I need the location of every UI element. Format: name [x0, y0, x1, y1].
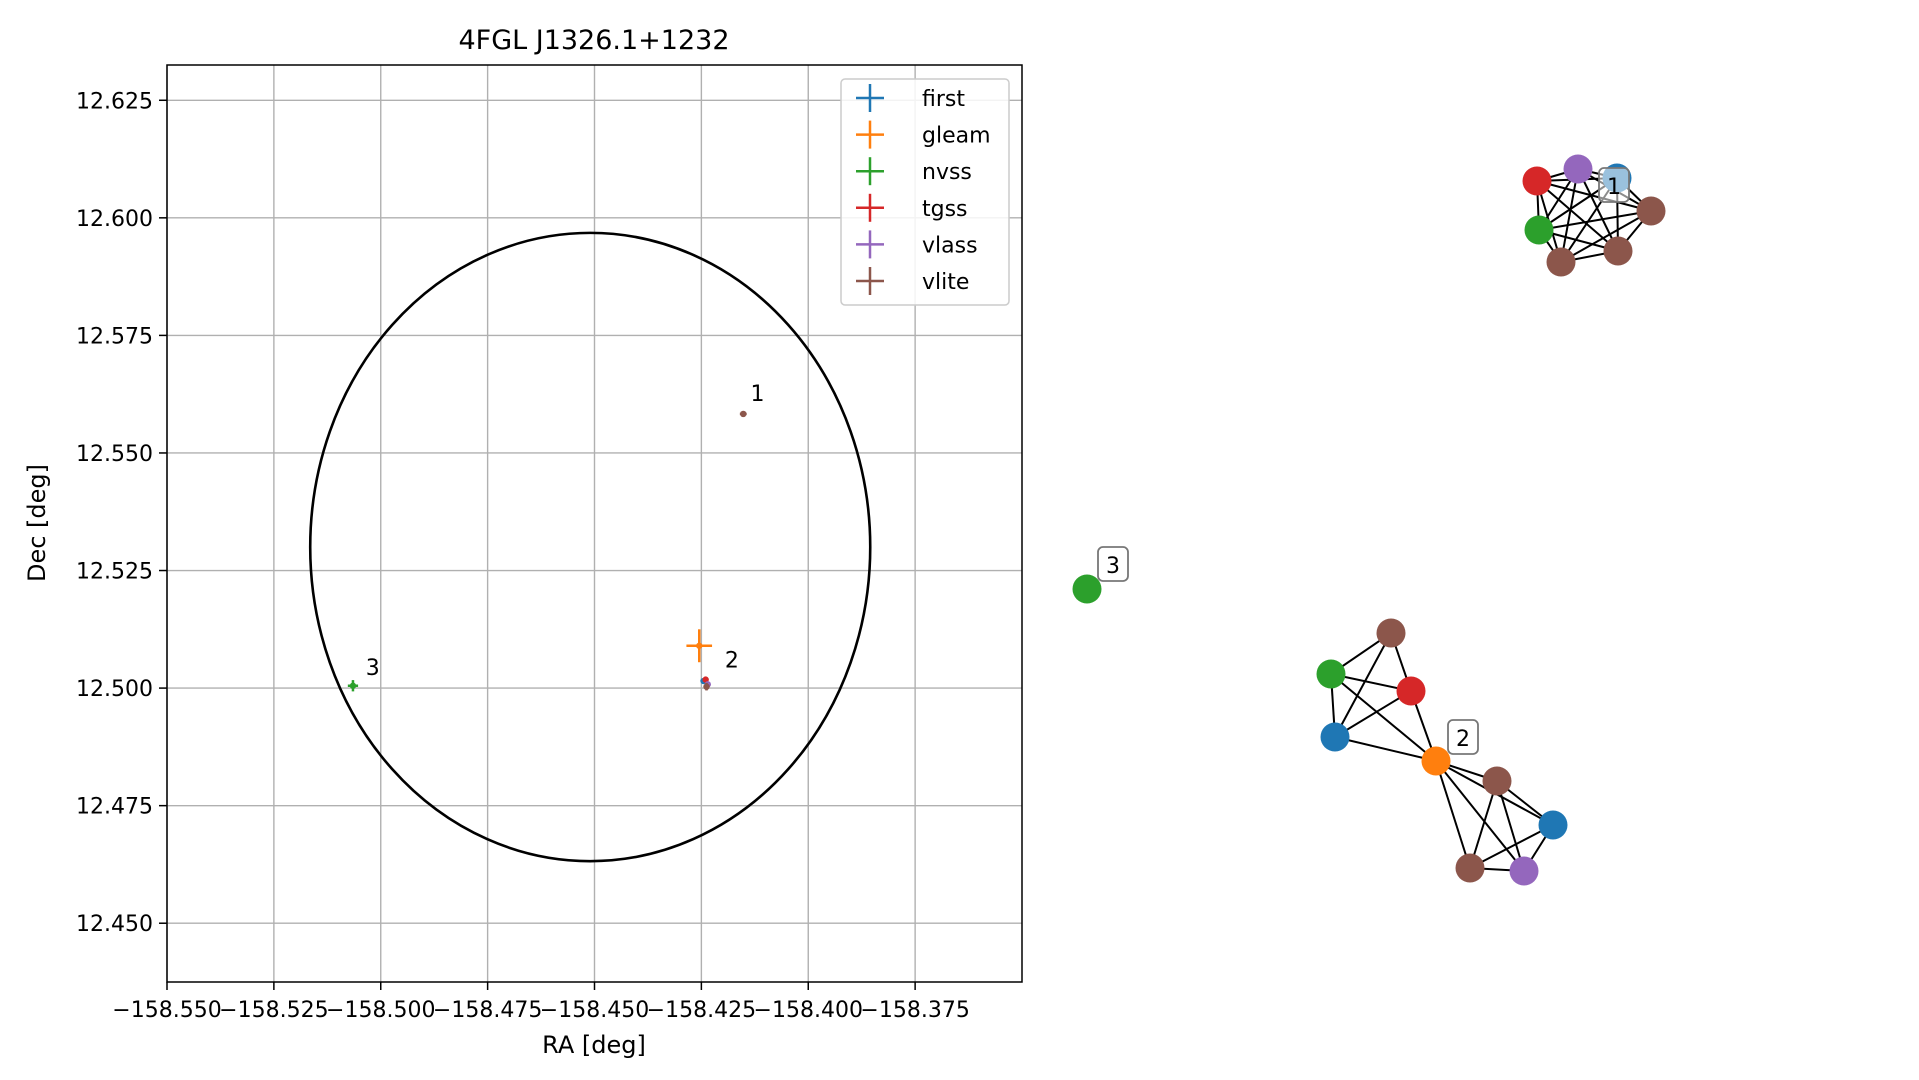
cluster-label-text-2: 2: [1456, 727, 1470, 752]
cluster-label-3: 3: [1097, 546, 1129, 582]
x-tick-label: −158.525: [219, 998, 328, 1023]
network-edge: [1469, 824, 1554, 869]
cluster-label-text-1: 1: [1607, 175, 1621, 200]
y-tick-label: 12.625: [76, 89, 153, 114]
network-edge: [1435, 760, 1471, 869]
legend-entry-vlite: vlite: [856, 267, 969, 295]
x-tick-label: −158.375: [860, 998, 969, 1023]
localization-circle: [308, 231, 872, 863]
network-edge: [1536, 180, 1652, 212]
legend-label-nvss: nvss: [922, 160, 972, 185]
chart-title: 4FGL J1326.1+1232: [458, 25, 729, 56]
network-node-gleam: [1421, 746, 1451, 776]
network-edge: [1330, 673, 1437, 762]
cluster-label-box-2: [1447, 719, 1479, 755]
network-edge: [1334, 690, 1412, 738]
network-edge: [1560, 210, 1652, 263]
network-panel: 1 2 3: [1072, 154, 1666, 886]
x-tick-label: −158.500: [326, 998, 435, 1023]
point-annotations: 1 2 3: [366, 382, 765, 681]
network-node-vlite: [1376, 618, 1406, 648]
marker-nvss: [349, 682, 357, 689]
data-point-vlite: [703, 682, 710, 691]
network-node-vlite: [1603, 236, 1633, 266]
x-tick-labels: −158.550−158.525−158.500−158.475−158.450…: [112, 998, 970, 1023]
tick-marks: [159, 99, 916, 990]
network-node-vlass: [1509, 856, 1539, 886]
network-node-first: [1538, 810, 1568, 840]
legend-entry-tgss: tgss: [856, 193, 968, 222]
network-edge: [1334, 736, 1437, 762]
legend-label-vlass: vlass: [922, 233, 978, 258]
data-point-vlite: [739, 410, 747, 418]
network-node-vlite: [1546, 247, 1576, 277]
network-edge: [1560, 168, 1579, 263]
network-labels: 1 2 3: [1097, 167, 1630, 755]
y-tick-label: 12.500: [76, 677, 153, 702]
network-edge: [1334, 632, 1392, 738]
network-edge: [1538, 210, 1652, 231]
legend-entries: first gleam nvss tgss vlass vlite: [856, 84, 991, 295]
cluster-label-box-3: [1097, 546, 1129, 582]
legend-entry-gleam: gleam: [856, 120, 991, 149]
legend-label-tgss: tgss: [922, 197, 968, 222]
network-edge: [1469, 780, 1498, 869]
legend-label-gleam: gleam: [922, 124, 991, 149]
marker-vlite: [703, 683, 710, 690]
network-node-nvss: [1072, 574, 1102, 604]
legend-entry-nvss: nvss: [856, 157, 972, 186]
point-annotation: 2: [725, 648, 739, 673]
network-edge: [1496, 780, 1525, 872]
network-node-vlite: [1636, 196, 1666, 226]
x-tick-label: −158.475: [433, 998, 542, 1023]
x-axis-label: RA [deg]: [542, 1031, 646, 1059]
legend: first gleam nvss tgss vlass vlite: [840, 78, 1010, 306]
network-node-vlite: [1482, 766, 1512, 796]
y-tick-label: 12.575: [76, 324, 153, 349]
y-tick-label: 12.475: [76, 795, 153, 820]
marker-vlite: [740, 410, 747, 418]
y-tick-label: 12.525: [76, 560, 153, 585]
cluster-label-box-1: [1598, 167, 1630, 203]
y-axis-label: Dec [deg]: [23, 464, 51, 582]
legend-entry-vlass: vlass: [856, 230, 978, 259]
network-node-vlass: [1563, 154, 1593, 184]
data-points: [347, 410, 747, 692]
cluster-label-1: 1: [1598, 167, 1630, 203]
point-annotation: 1: [751, 382, 765, 407]
network-edge: [1536, 180, 1619, 252]
y-tick-labels: 12.450 12.475 12.500 12.525 12.550 12.575 12.6…: [76, 89, 153, 937]
point-annotation: 3: [366, 656, 380, 681]
cluster-label-text-3: 3: [1106, 554, 1120, 579]
y-tick-label: 12.450: [76, 912, 153, 937]
x-tick-label: −158.450: [540, 998, 649, 1023]
y-tick-label: 12.550: [76, 442, 153, 467]
network-node-vlite: [1455, 853, 1485, 883]
network-edge: [1577, 168, 1619, 252]
network-node-nvss: [1316, 659, 1346, 689]
data-point-nvss: [347, 680, 359, 692]
scatter-panel: 4FGL J1326.1+1232 −158.550−158.525−158.5…: [23, 25, 1023, 1059]
data-point-gleam: [686, 629, 713, 663]
plot-frame: [166, 64, 1023, 983]
x-tick-label: −158.425: [647, 998, 756, 1023]
legend-label-first: first: [922, 87, 965, 112]
y-tick-label: 12.600: [76, 207, 153, 232]
network-node-tgss: [1396, 676, 1426, 706]
network-node-nvss: [1524, 215, 1554, 245]
cluster-label-2: 2: [1447, 719, 1479, 755]
x-tick-label: −158.400: [754, 998, 863, 1023]
network-node-first: [1320, 722, 1350, 752]
network-nodes: [1072, 154, 1666, 886]
legend-entry-first: first: [856, 84, 965, 112]
legend-label-vlite: vlite: [922, 270, 969, 295]
network-edge: [1435, 760, 1525, 872]
x-tick-label: −158.550: [112, 998, 221, 1023]
network-node-tgss: [1522, 166, 1552, 196]
marker-gleam: [696, 642, 703, 649]
